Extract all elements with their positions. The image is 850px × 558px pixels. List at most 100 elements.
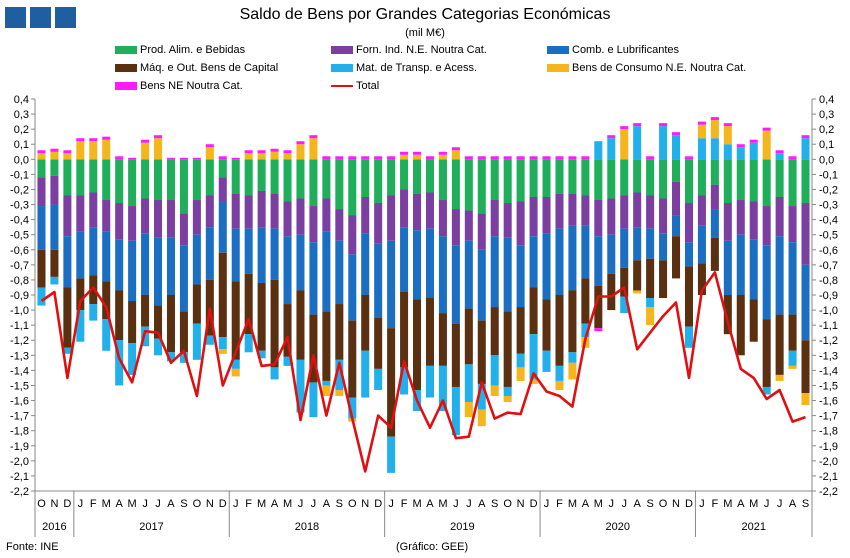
bar-segment xyxy=(775,314,784,375)
bar-segment xyxy=(192,200,201,235)
bar-segment xyxy=(218,159,227,178)
bar-segment xyxy=(710,117,719,121)
bar-segment xyxy=(490,307,499,356)
bar-segment xyxy=(348,397,357,419)
bar-segment xyxy=(322,156,331,160)
bar-segment xyxy=(503,396,512,403)
bar-segment xyxy=(659,233,668,261)
bar-segment xyxy=(516,201,525,246)
bar-segment xyxy=(50,276,59,285)
bar-segment xyxy=(76,141,85,160)
bar-segment xyxy=(529,236,538,288)
legend-swatch xyxy=(331,46,353,54)
bar-segment xyxy=(76,278,85,311)
bar-segment xyxy=(620,159,629,196)
legend-swatch xyxy=(115,82,137,90)
bar-segment xyxy=(400,291,409,368)
y-tick-label-left: 0,4 xyxy=(14,94,29,106)
bar-segment xyxy=(400,151,409,155)
month-label: N xyxy=(50,498,58,510)
bar-segment xyxy=(490,385,499,397)
bar-segment xyxy=(270,159,279,194)
bar-segment xyxy=(775,197,784,237)
bar-segment xyxy=(89,304,98,321)
month-label: M xyxy=(257,498,266,510)
bar-segment xyxy=(451,245,460,324)
bar-segment xyxy=(464,308,473,365)
bar-segment xyxy=(516,159,525,202)
y-tick-label-left: -0,4 xyxy=(10,215,29,227)
bar-segment xyxy=(192,159,201,201)
bar-segment xyxy=(697,124,706,139)
bar-segment xyxy=(646,307,655,326)
bar-segment xyxy=(322,380,331,386)
bar-segment xyxy=(749,139,758,143)
bar-segment xyxy=(490,200,499,237)
year-label: 2016 xyxy=(42,521,66,533)
month-label: A xyxy=(271,498,279,510)
bar-segment xyxy=(555,295,564,366)
bar-segment xyxy=(154,237,163,306)
bar-segment xyxy=(205,144,214,148)
bar-segment xyxy=(801,159,810,204)
bar-segment xyxy=(672,132,681,136)
bar-segment xyxy=(89,138,98,142)
bar-segment xyxy=(335,156,344,160)
bar-segment xyxy=(710,159,719,185)
bar-segment xyxy=(128,301,137,344)
bar-segment xyxy=(672,236,681,279)
bar-segment xyxy=(63,347,72,354)
year-label: 2017 xyxy=(139,521,163,533)
y-tick-label-right: -1,5 xyxy=(819,380,838,392)
bar-segment xyxy=(762,159,771,207)
y-tick-label-left: -0,8 xyxy=(10,275,29,287)
bar-segment xyxy=(400,227,409,292)
bar-segment xyxy=(309,382,318,418)
bar-segment xyxy=(76,159,85,196)
bar-segment xyxy=(205,159,214,196)
bar-segment xyxy=(218,156,227,160)
bar-segment xyxy=(516,353,525,368)
bar-segment xyxy=(464,159,473,211)
bar-segment xyxy=(542,159,551,197)
bar-segment xyxy=(270,151,279,160)
bar-segment xyxy=(141,142,150,160)
month-label: D xyxy=(530,498,538,510)
bar-segment xyxy=(89,192,98,228)
bar-segment xyxy=(425,192,434,229)
bar-segment xyxy=(37,177,46,207)
y-tick-label-left: -2,2 xyxy=(10,486,29,498)
bar-segment xyxy=(309,138,318,160)
bar-segment xyxy=(633,227,642,261)
bar-segment xyxy=(516,156,525,160)
bar-segment xyxy=(63,159,72,196)
y-tick-label-left: -0,1 xyxy=(10,169,29,181)
bar-segment xyxy=(723,126,732,145)
bar-segment xyxy=(438,159,447,201)
bar-segment xyxy=(257,150,266,154)
bar-segment xyxy=(607,138,616,160)
month-label: A xyxy=(737,498,745,510)
bar-segment xyxy=(801,393,810,406)
bar-segment xyxy=(684,203,693,243)
bar-segment xyxy=(283,236,292,305)
y-tick-label-left: 0,1 xyxy=(14,139,29,151)
bar-segment xyxy=(516,307,525,354)
y-tick-label-right: -0,4 xyxy=(819,215,838,227)
bar-segment xyxy=(218,337,227,350)
month-label: N xyxy=(206,498,214,510)
bar-segment xyxy=(231,359,240,369)
bar-segment xyxy=(270,193,279,229)
bar-segment xyxy=(50,159,59,176)
y-tick-label-right: -0,1 xyxy=(819,169,838,181)
bar-segment xyxy=(244,150,253,154)
month-label: J xyxy=(453,498,459,510)
month-label: O xyxy=(37,498,46,510)
bar-segment xyxy=(361,159,370,197)
bar-segment xyxy=(607,273,616,311)
bar-segment xyxy=(581,323,590,338)
legend-label: Bens NE Noutra Cat. xyxy=(140,80,243,92)
bar-segment xyxy=(451,386,460,436)
bar-segment xyxy=(542,299,551,351)
month-label: J xyxy=(142,498,148,510)
